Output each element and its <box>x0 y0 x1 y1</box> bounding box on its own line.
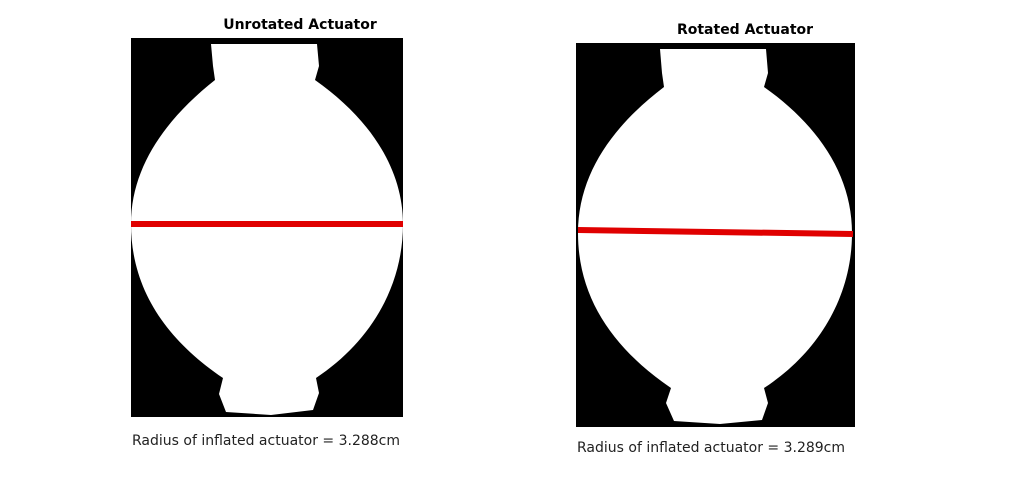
rotated-actuator-image <box>576 43 855 427</box>
measurement-line <box>577 227 854 237</box>
rotated-radius-caption: Radius of inflated actuator = 3.289cm <box>576 440 846 456</box>
unrotated-panel-title: Unrotated Actuator <box>223 17 377 33</box>
unrotated-actuator-image <box>131 38 403 417</box>
actuator-silhouette <box>578 49 852 424</box>
actuator-silhouette <box>131 44 403 415</box>
rotated-panel-title: Rotated Actuator <box>676 22 814 38</box>
unrotated-radius-caption: Radius of inflated actuator = 3.288cm <box>131 433 401 449</box>
